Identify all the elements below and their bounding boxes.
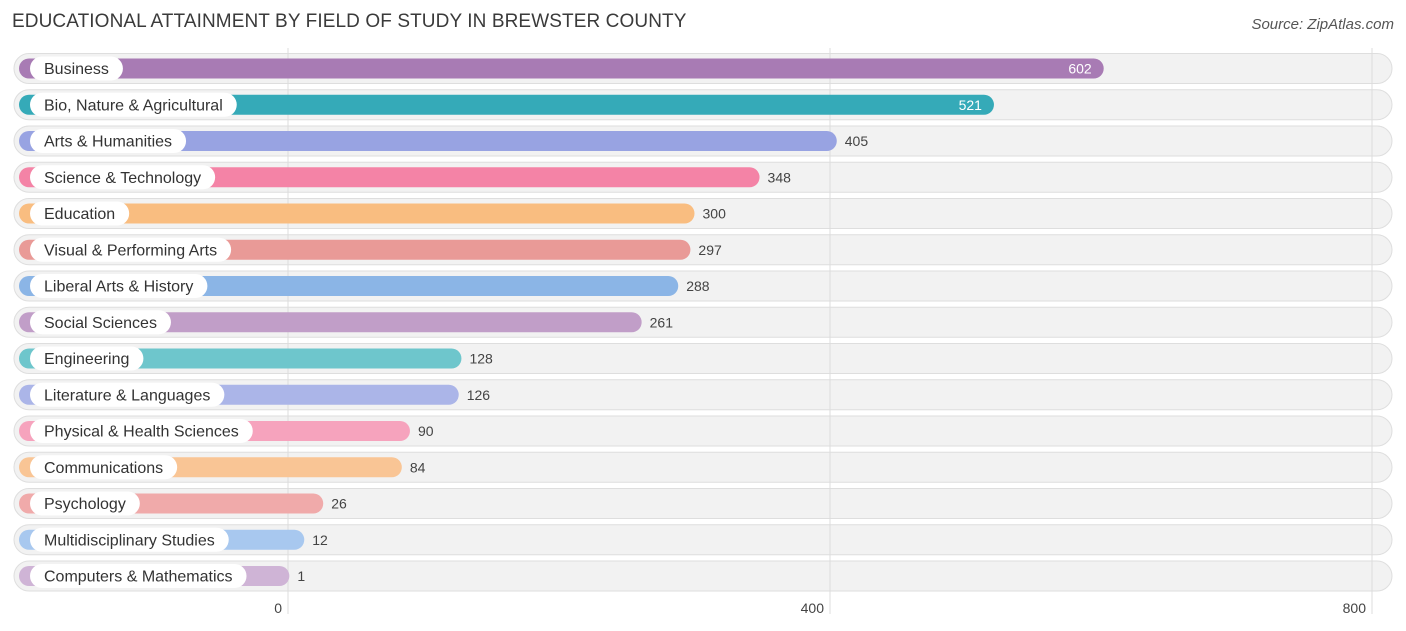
- category-label: Education: [44, 206, 115, 223]
- category-label-bg: [30, 56, 123, 81]
- source-label: Source: ZipAtlas.com: [1251, 16, 1394, 33]
- category-label: Physical & Health Sciences: [44, 424, 239, 441]
- value-label: 405: [845, 133, 869, 149]
- category-label: Bio, Nature & Agricultural: [44, 97, 223, 114]
- value-label: 521: [959, 97, 983, 113]
- value-label: 90: [418, 423, 434, 439]
- category-label-bg: [30, 165, 216, 190]
- category-label-bg: [30, 564, 247, 588]
- bar: [19, 312, 642, 333]
- category-label: Literature & Languages: [44, 387, 210, 404]
- category-label: Science & Technology: [44, 170, 201, 187]
- row-track: [13, 488, 1393, 519]
- bar: [19, 203, 695, 224]
- chart-title: EDUCATIONAL ATTAINMENT BY FIELD OF STUDY…: [12, 11, 687, 32]
- value-label: 261: [650, 314, 674, 330]
- category-label-bg: [30, 274, 208, 298]
- x-tick-label: 800: [1343, 600, 1367, 616]
- category-label-bg: [30, 129, 187, 153]
- value-label: 128: [469, 351, 493, 367]
- row-track: [13, 560, 1393, 592]
- x-tick-label: 0: [274, 600, 282, 616]
- category-label-bg: [30, 382, 225, 407]
- category-label: Liberal Arts & History: [44, 279, 193, 296]
- category-label: Psychology: [44, 496, 126, 513]
- value-label: 348: [768, 169, 792, 185]
- category-label: Computers & Mathematics: [44, 569, 233, 586]
- category-label-bg: [30, 237, 232, 262]
- value-label: 12: [312, 532, 328, 548]
- category-label-bg: [30, 92, 237, 117]
- x-tick-label: 400: [801, 600, 825, 616]
- category-label: Visual & Performing Arts: [44, 242, 217, 259]
- category-label-bg: [30, 419, 253, 443]
- category-label-bg: [30, 527, 229, 552]
- category-label: Business: [44, 61, 109, 78]
- category-label: Engineering: [44, 351, 129, 368]
- category-label-bg: [30, 346, 144, 371]
- bar: [19, 131, 837, 151]
- value-label: 1: [297, 568, 305, 584]
- category-label: Communications: [44, 460, 163, 477]
- bar: [19, 94, 994, 115]
- row-track: [13, 524, 1393, 556]
- value-label: 300: [703, 206, 727, 222]
- category-label-bg: [30, 455, 178, 480]
- category-label: Multidisciplinary Studies: [44, 532, 215, 549]
- value-label: 84: [410, 459, 426, 475]
- category-label: Arts & Humanities: [44, 134, 172, 151]
- bar: [19, 58, 1104, 79]
- value-label: 26: [331, 496, 347, 512]
- category-label-bg: [30, 491, 140, 516]
- category-label: Social Sciences: [44, 315, 157, 332]
- value-label: 126: [467, 387, 491, 403]
- category-label-bg: [30, 310, 171, 335]
- value-label: 288: [686, 278, 710, 294]
- category-label-bg: [30, 201, 130, 226]
- value-label: 297: [698, 242, 722, 258]
- value-label: 602: [1068, 61, 1092, 77]
